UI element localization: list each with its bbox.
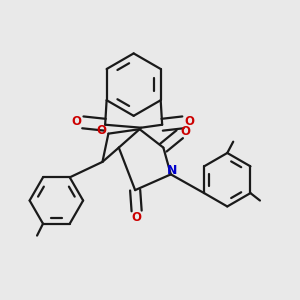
- Text: O: O: [132, 211, 142, 224]
- Text: O: O: [184, 115, 194, 128]
- Text: O: O: [181, 125, 191, 138]
- Text: O: O: [71, 115, 81, 128]
- Text: O: O: [96, 124, 106, 136]
- Text: N: N: [167, 164, 177, 177]
